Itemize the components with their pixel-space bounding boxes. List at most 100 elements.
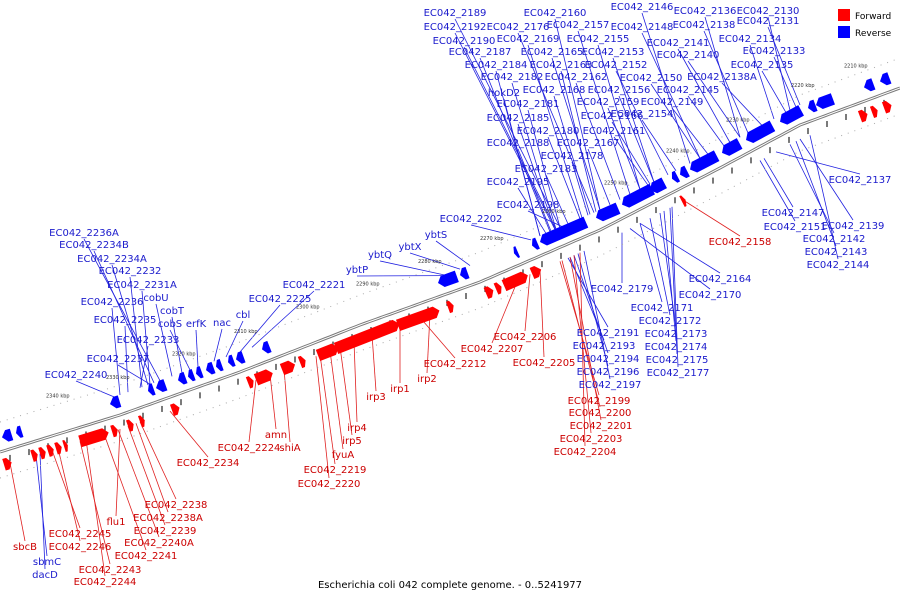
legend-reverse-swatch	[838, 26, 850, 38]
gene-label: EC042_2231A	[107, 280, 177, 291]
gene-label: irp1	[390, 384, 410, 395]
forward-gene	[253, 369, 273, 386]
gene-label: EC042_2130	[737, 6, 800, 17]
leader-line	[775, 151, 861, 175]
leader-line	[545, 174, 569, 225]
forward-gene	[483, 286, 494, 299]
leader-line	[749, 44, 775, 120]
gene-label: EC042_2138	[673, 20, 736, 31]
leader-line	[339, 346, 353, 436]
leader-line	[111, 264, 149, 386]
leader-line	[577, 253, 609, 367]
gene-label: cobS	[158, 319, 182, 330]
leader-line	[239, 304, 281, 353]
gene-label: ybtQ	[368, 250, 392, 261]
gene-label: EC042_2178	[541, 151, 604, 162]
reverse-gene	[808, 99, 818, 113]
gene-label: EC042_2153	[582, 47, 645, 58]
gene-label: EC042_2188	[487, 138, 550, 149]
forward-gene	[169, 403, 180, 417]
leader-line	[435, 240, 471, 266]
forward-gene	[297, 355, 306, 369]
gene-label: EC042_2150	[620, 73, 683, 84]
leader-line	[761, 70, 787, 113]
leader-line	[511, 82, 557, 230]
gene-label: EC042_2232	[99, 266, 162, 277]
gene-label: irp4	[347, 423, 367, 434]
reverse-gene	[746, 120, 776, 143]
gene-label: EC042_2240A	[124, 538, 194, 549]
leader-line	[553, 95, 591, 215]
reverse-gene	[262, 340, 272, 354]
leader-line	[517, 187, 547, 234]
gene-label: EC042_2194	[577, 354, 640, 365]
gene-label: EC042_2136	[674, 6, 737, 17]
reverse-gene	[816, 93, 835, 109]
forward-gene	[30, 449, 38, 462]
gene-label: EC042_2167	[557, 138, 620, 149]
gene-label: EC042_2151	[764, 222, 827, 233]
kbp-tick-label: 2280 kbp	[418, 259, 442, 265]
gene-label: cobU	[143, 293, 168, 304]
reverse-gene	[228, 354, 236, 367]
gene-label: EC042_2161	[583, 126, 646, 137]
leader-line	[527, 44, 583, 218]
leader-line	[687, 60, 741, 138]
leader-line	[51, 449, 81, 529]
leader-line	[597, 44, 641, 190]
leader-line	[629, 228, 711, 290]
leader-line	[419, 317, 456, 359]
leader-line	[551, 57, 601, 211]
forward-gene	[78, 428, 109, 448]
gene-label: EC042_2238A	[133, 513, 203, 524]
gene-label: EC042_2179	[591, 284, 654, 295]
label-leader-lines	[9, 12, 861, 577]
gene-label: hokD2	[488, 88, 520, 99]
leader-line	[75, 380, 115, 398]
gene-label: EC042_2176	[487, 22, 550, 33]
gene-label: EC042_2246	[49, 542, 112, 553]
leader-line	[225, 320, 244, 358]
legend: Forward Reverse	[838, 9, 892, 39]
gene-label: EC042_2157	[547, 20, 610, 31]
leader-line	[575, 82, 621, 200]
gene-label: shiA	[279, 443, 300, 454]
leader-line	[503, 98, 541, 237]
gene-label: EC042_2143	[805, 247, 868, 258]
gene-label: EC042_2212	[424, 359, 487, 370]
leader-line	[663, 210, 677, 342]
leader-line	[517, 148, 552, 232]
forward-gene	[279, 360, 296, 376]
gene-label: EC042_2175	[646, 355, 709, 366]
gene-label: EC042_2162	[545, 72, 608, 83]
leader-line	[319, 354, 336, 465]
leader-line	[135, 423, 169, 513]
gene-label: EC042_2193	[573, 341, 636, 352]
forward-gene	[137, 415, 145, 428]
reverse-gene	[460, 266, 470, 280]
leader-line	[611, 121, 651, 185]
legend-reverse-label: Reverse	[855, 29, 892, 39]
leader-line	[57, 448, 81, 542]
gene-label: EC042_2240	[45, 370, 108, 381]
leader-line	[269, 374, 277, 430]
gene-label: sbmC	[33, 557, 61, 568]
legend-forward-label: Forward	[855, 12, 891, 22]
leader-line	[687, 95, 725, 147]
forward-gene	[54, 442, 62, 455]
reverse-gene	[2, 428, 14, 442]
gene-label: EC042_2203	[560, 434, 623, 445]
gene-label: EC042_2190	[433, 36, 496, 47]
leader-line	[517, 123, 556, 230]
kbp-tick-label: 2300 kbp	[296, 305, 320, 311]
forward-gene	[333, 319, 400, 354]
leader-line	[315, 356, 330, 479]
leader-line	[641, 119, 677, 171]
gene-label: irp2	[417, 374, 437, 385]
reverse-gene	[110, 395, 122, 409]
gene-label: EC042_2187	[449, 47, 512, 58]
leader-line	[607, 107, 641, 190]
reverse-gene	[622, 183, 655, 208]
gene-label: EC042_2205	[513, 358, 576, 369]
gene-label: EC042_2169	[497, 34, 560, 45]
